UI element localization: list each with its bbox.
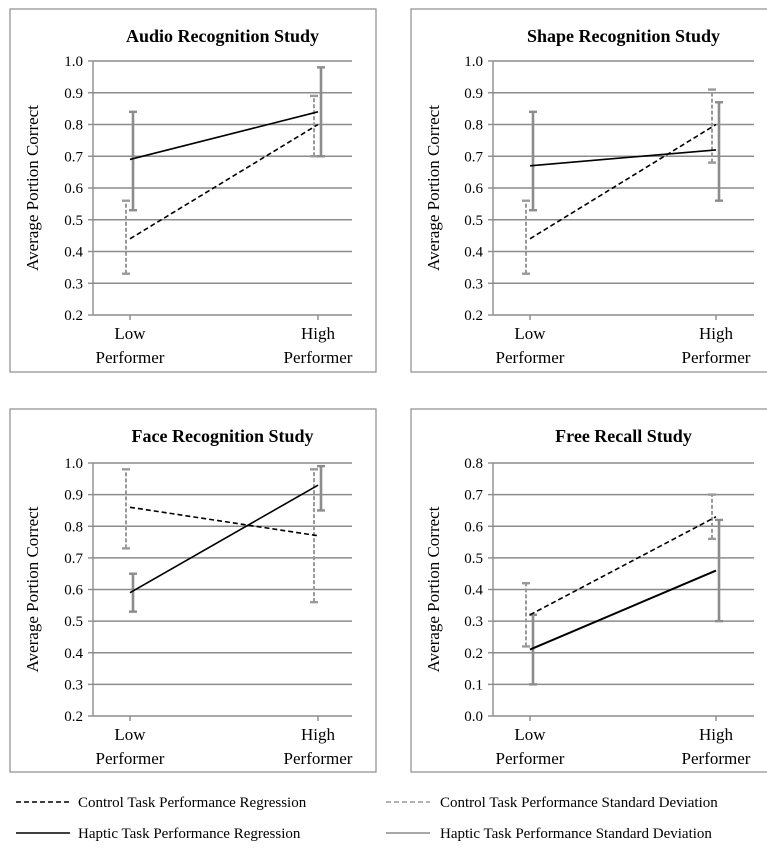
y-tick-label: 0.0 bbox=[464, 709, 483, 725]
y-tick-label: 0.9 bbox=[64, 86, 83, 102]
y-tick-label: 0.8 bbox=[464, 118, 483, 134]
y-tick-label: 0.2 bbox=[64, 308, 83, 324]
panel-frame bbox=[410, 408, 767, 773]
y-tick-label: 0.9 bbox=[464, 86, 483, 102]
legend-control-regression-label: Control Task Performance Regression bbox=[78, 795, 307, 811]
y-tick-label: 0.4 bbox=[464, 245, 483, 261]
x-tick-label: High Performer bbox=[284, 324, 353, 367]
chart-panel-2: Shape Recognition Study Average Portion C… bbox=[410, 8, 767, 373]
legend: Control Task Performance Regression Hapt… bbox=[16, 795, 718, 842]
y-tick-label: 0.5 bbox=[64, 213, 83, 229]
chart-panel-1: Audio Recognition Study Average Portion C… bbox=[9, 8, 377, 373]
y-tick-label: 0.9 bbox=[64, 488, 83, 504]
y-tick-label: 0.4 bbox=[464, 583, 483, 599]
x-tick-label: Low Performer bbox=[96, 324, 165, 367]
chart-panel-3: Face Recognition Study Average Portion Co… bbox=[9, 408, 377, 773]
x-tick-label: High Performer bbox=[682, 324, 751, 367]
y-axis-label: Average Portion Correct bbox=[23, 105, 42, 271]
legend-control-sd-label: Control Task Performance Standard Deviat… bbox=[440, 795, 718, 811]
y-tick-label: 0.8 bbox=[464, 456, 483, 472]
legend-haptic-regression-label: Haptic Task Performance Regression bbox=[78, 826, 301, 842]
y-tick-label: 0.2 bbox=[464, 646, 483, 662]
x-tick-label: High Performer bbox=[284, 725, 353, 768]
chart-title: Audio Recognition Study bbox=[126, 26, 319, 46]
y-tick-label: 1.0 bbox=[64, 456, 83, 472]
regression-line-haptic bbox=[529, 149, 717, 167]
y-tick-label: 0.7 bbox=[464, 149, 483, 165]
y-tick-label: 0.2 bbox=[464, 308, 483, 324]
y-tick-label: 0.7 bbox=[64, 149, 83, 165]
y-axis-label: Average Portion Correct bbox=[424, 506, 443, 672]
y-tick-label: 0.2 bbox=[64, 709, 83, 725]
regression-line-haptic bbox=[129, 111, 319, 161]
y-tick-label: 1.0 bbox=[464, 54, 483, 70]
y-tick-label: 0.3 bbox=[464, 276, 483, 292]
chart-title: Shape Recognition Study bbox=[527, 26, 720, 46]
regression-line-control bbox=[129, 123, 319, 240]
y-axis-label: Average Portion Correct bbox=[23, 506, 42, 672]
chart-title: Free Recall Study bbox=[555, 426, 692, 446]
y-tick-label: 0.6 bbox=[464, 181, 483, 197]
panel-frame bbox=[410, 8, 767, 373]
y-tick-label: 0.6 bbox=[64, 181, 83, 197]
y-tick-label: 0.6 bbox=[464, 519, 483, 535]
y-tick-label: 0.5 bbox=[64, 614, 83, 630]
legend-haptic-sd-label: Haptic Task Performance Standard Deviati… bbox=[440, 826, 712, 842]
y-tick-label: 0.5 bbox=[464, 213, 483, 229]
y-axis-label: Average Portion Correct bbox=[424, 105, 443, 271]
chart-panel-4: Free Recall Study Average Portion Correct… bbox=[410, 408, 767, 773]
y-tick-label: 0.8 bbox=[64, 519, 83, 535]
y-tick-label: 0.4 bbox=[64, 245, 83, 261]
regression-line-haptic bbox=[529, 569, 717, 651]
y-tick-label: 0.3 bbox=[64, 276, 83, 292]
y-tick-label: 0.7 bbox=[64, 551, 83, 567]
chart-panels: Audio Recognition Study Average Portion C… bbox=[9, 8, 767, 773]
x-tick-label: High Performer bbox=[682, 725, 751, 768]
y-tick-label: 0.1 bbox=[464, 677, 483, 693]
y-tick-label: 0.3 bbox=[64, 677, 83, 693]
y-tick-label: 0.3 bbox=[464, 614, 483, 630]
y-tick-label: 1.0 bbox=[64, 54, 83, 70]
x-tick-label: Low Performer bbox=[496, 725, 565, 768]
regression-line-control bbox=[529, 516, 717, 616]
panel-frame bbox=[9, 8, 377, 373]
y-tick-label: 0.6 bbox=[64, 583, 83, 599]
y-tick-label: 0.8 bbox=[64, 118, 83, 134]
regression-line-haptic bbox=[129, 484, 319, 594]
x-tick-label: Low Performer bbox=[496, 324, 565, 367]
y-tick-label: 0.5 bbox=[464, 551, 483, 567]
y-tick-label: 0.4 bbox=[64, 646, 83, 662]
y-tick-label: 0.7 bbox=[464, 488, 483, 504]
chart-title: Face Recognition Study bbox=[132, 426, 314, 446]
x-tick-label: Low Performer bbox=[96, 725, 165, 768]
regression-line-control bbox=[529, 123, 717, 240]
